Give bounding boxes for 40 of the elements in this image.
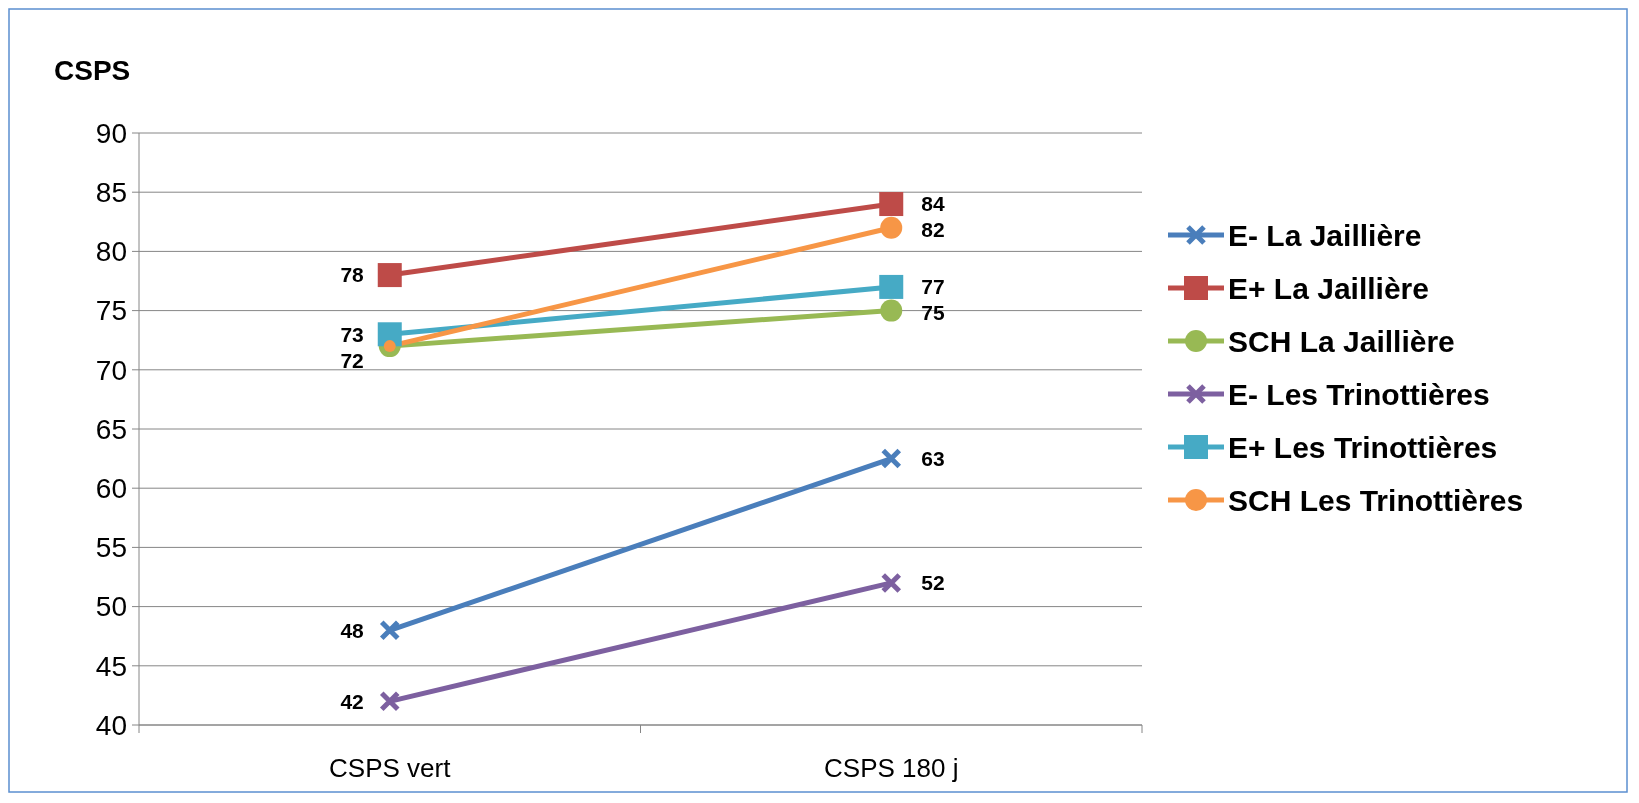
point xyxy=(377,263,402,288)
point xyxy=(879,192,904,217)
legend-label: E- La Jaillière xyxy=(1228,218,1422,252)
point xyxy=(377,322,402,347)
legend-label: E+ La Jaillière xyxy=(1228,271,1429,305)
point xyxy=(880,448,902,470)
legend-label: SCH La Jaillière xyxy=(1228,324,1455,358)
y-tick-label: 65 xyxy=(95,413,127,445)
y-tick-label: 55 xyxy=(95,532,127,564)
x-tick-label: CSPS 180 j xyxy=(824,753,959,783)
data-label: 73 xyxy=(340,322,364,346)
data-label: 82 xyxy=(921,218,945,242)
legend-label: E- Les Trinottières xyxy=(1228,377,1490,411)
y-tick-label: 70 xyxy=(95,354,127,386)
y-tick-label: 75 xyxy=(95,295,127,327)
data-label: 75 xyxy=(921,301,945,325)
data-label: 42 xyxy=(340,689,364,713)
point xyxy=(880,572,902,594)
data-label: 52 xyxy=(921,571,945,595)
point xyxy=(379,690,401,712)
y-tick-label: 60 xyxy=(95,473,127,504)
point xyxy=(379,619,401,641)
y-tick-label: 80 xyxy=(95,236,127,268)
data-label: 77 xyxy=(921,275,945,299)
data-label: 72 xyxy=(340,348,364,372)
y-tick-label: 90 xyxy=(95,117,127,149)
data-label: 78 xyxy=(340,263,365,287)
y-axis-title: CSPS xyxy=(54,55,131,86)
y-tick-label: 85 xyxy=(95,177,127,208)
data-label: 48 xyxy=(340,618,365,642)
legend-label: E+ Les Trinottières xyxy=(1228,430,1498,464)
y-tick-label: 40 xyxy=(95,709,127,741)
point xyxy=(880,299,903,322)
legend-label: SCH Les Trinottières xyxy=(1228,483,1524,517)
data-label: 84 xyxy=(921,192,945,216)
point xyxy=(879,274,904,299)
y-tick-label: 50 xyxy=(95,591,127,623)
y-tick-label: 45 xyxy=(95,650,127,682)
x-tick-label: CSPS vert xyxy=(329,753,452,783)
data-label: 63 xyxy=(921,446,945,470)
